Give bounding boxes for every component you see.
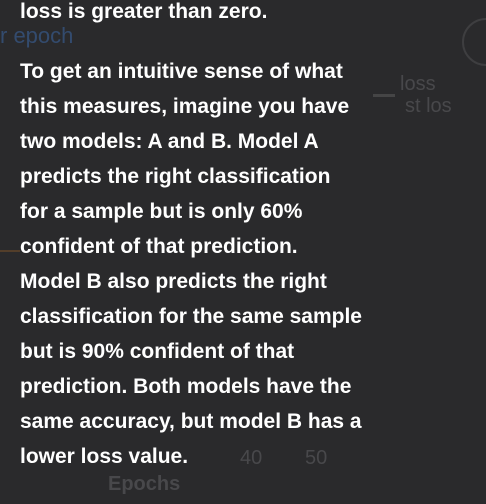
tooltip-text-line: confident of that prediction.	[20, 235, 298, 258]
tooltip-text-line: classification for the same sample	[20, 305, 362, 328]
chart-line	[0, 250, 20, 252]
x-tick-label: 40	[240, 447, 263, 469]
x-tick-label: 50	[305, 447, 328, 469]
tooltip-text-line: for a sample but is only 60%	[20, 200, 303, 223]
tooltip-text-line: this measures, imagine you have	[20, 95, 350, 118]
tooltip-text-line: same accuracy, but model B has a	[20, 410, 362, 433]
tooltip-text-line: Model B also predicts the right	[20, 270, 327, 293]
tooltip-text-line: two models: A and B. Model A	[20, 130, 319, 153]
axis-label: r epoch	[0, 23, 74, 48]
legend-marker	[373, 94, 395, 97]
tooltip-text-line: prediction. Both models have the	[20, 375, 352, 398]
tooltip-text-line: loss is greater than zero.	[20, 0, 268, 23]
tooltip-text-line: predicts the right classification	[20, 165, 331, 188]
legend-label: st los	[405, 95, 452, 117]
tooltip-text-line: lower loss value.	[20, 445, 189, 468]
legend-label: loss	[400, 73, 436, 95]
tooltip-text-line: but is 90% confident of that	[20, 340, 295, 363]
tooltip-text-line: To get an intuitive sense of what	[20, 60, 343, 83]
x-axis-title: Epochs	[108, 473, 181, 495]
